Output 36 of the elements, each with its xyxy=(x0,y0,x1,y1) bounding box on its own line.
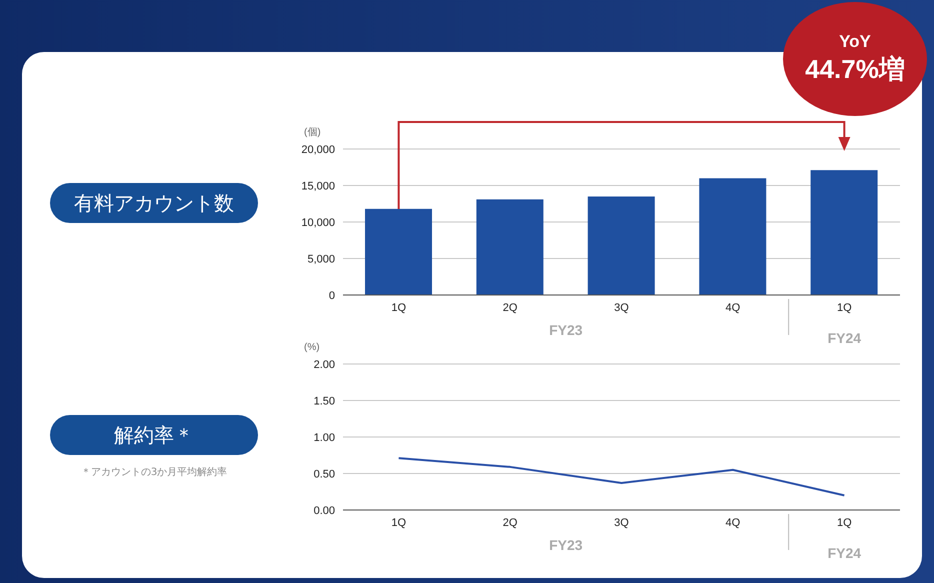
y-axis-title: (%) xyxy=(304,342,320,353)
text: YoY 44.7%増 xyxy=(805,32,905,86)
y-tick-label: 1.50 xyxy=(314,395,335,408)
x-tick-label: 1Q xyxy=(836,302,852,314)
y-tick-label: 2.00 xyxy=(314,358,335,371)
text: 解約率＊ xyxy=(50,415,258,455)
text: ＊アカウントの3か月平均解約率 xyxy=(80,466,228,479)
y-tick-label: 5,000 xyxy=(307,253,335,266)
y-axis-title: (個) xyxy=(304,127,321,138)
x-tick-label: 2Q xyxy=(502,302,518,314)
y-tick-label: 15,000 xyxy=(301,180,335,192)
y-tick-label: 1.00 xyxy=(314,432,335,444)
y-tick-label: 0.00 xyxy=(314,504,335,517)
y-tick-label: 10,000 xyxy=(301,216,335,229)
y-tick-label: 20,000 xyxy=(301,144,335,156)
bar xyxy=(699,178,766,295)
bar xyxy=(476,199,544,295)
bar xyxy=(588,196,655,295)
x-tick-label: 3Q xyxy=(614,302,630,314)
bar xyxy=(365,208,432,295)
text: 有料アカウント数 xyxy=(50,183,258,223)
text: FY24 xyxy=(828,330,862,346)
y-tick-label: 0.50 xyxy=(314,468,335,480)
text: FY23 xyxy=(549,322,583,338)
x-tick-label: 1Q xyxy=(836,516,852,529)
text: FY23 xyxy=(549,537,583,553)
line-series xyxy=(398,457,846,496)
x-tick-label: 2Q xyxy=(502,516,518,529)
x-tick-label: 4Q xyxy=(726,302,741,314)
bar xyxy=(810,170,878,295)
x-tick-label: 1Q xyxy=(391,302,406,314)
text: FY24 xyxy=(828,545,862,561)
x-tick-label: 4Q xyxy=(726,516,741,529)
x-tick-label: 3Q xyxy=(614,516,630,529)
x-tick-label: 1Q xyxy=(391,516,406,529)
y-tick-label: 0 xyxy=(328,290,335,302)
